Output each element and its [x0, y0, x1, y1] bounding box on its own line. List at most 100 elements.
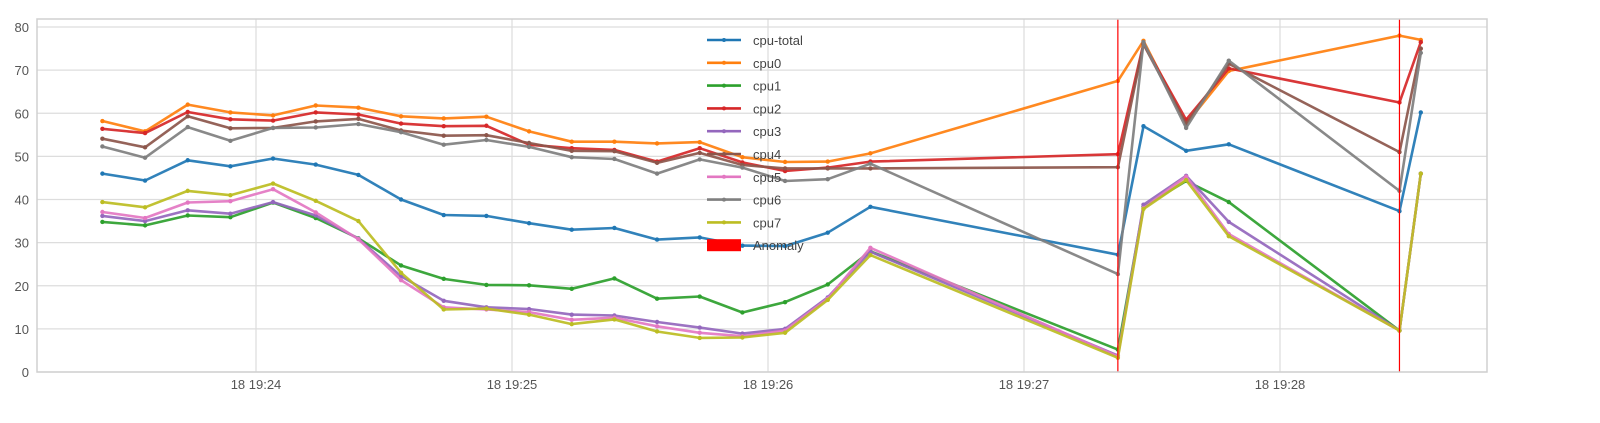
data-point — [228, 117, 233, 122]
data-point — [825, 166, 830, 171]
data-point — [654, 160, 660, 166]
data-point — [868, 252, 873, 258]
legend-item-cpu6: cpu6 — [707, 193, 781, 208]
data-point — [441, 298, 446, 304]
legend-marker — [722, 152, 726, 156]
data-point — [441, 276, 446, 282]
data-point — [398, 114, 404, 119]
data-point — [142, 223, 148, 228]
data-point — [1418, 50, 1424, 56]
legend-label: cpu7 — [753, 215, 781, 230]
data-point — [398, 130, 404, 135]
data-point — [484, 123, 489, 128]
data-point — [654, 324, 660, 329]
legend-marker — [722, 197, 726, 202]
data-point — [569, 321, 574, 327]
data-point — [100, 209, 105, 215]
data-point — [270, 186, 276, 192]
data-point — [228, 211, 233, 216]
data-point — [142, 205, 148, 210]
data-point — [228, 192, 233, 198]
data-point — [185, 208, 190, 213]
data-point — [356, 121, 361, 127]
legend-label: cpu5 — [753, 170, 781, 185]
legend-item-cpu5: cpu5 — [707, 170, 781, 185]
data-point — [782, 299, 788, 305]
data-point — [526, 283, 532, 288]
y-tick-label: 50 — [15, 149, 29, 164]
data-point — [100, 199, 105, 205]
data-point — [526, 221, 532, 226]
legend-marker — [722, 106, 726, 111]
grid-lines — [37, 19, 1487, 373]
data-point — [526, 144, 532, 150]
data-point — [484, 306, 489, 311]
data-point — [612, 317, 617, 322]
data-point — [782, 243, 788, 249]
data-point — [142, 215, 148, 221]
y-tick-label: 80 — [15, 20, 29, 35]
data-point — [1183, 148, 1189, 153]
legend-item-cpu2: cpu2 — [707, 101, 781, 116]
data-point — [228, 126, 233, 131]
legend-label: cpu0 — [753, 56, 781, 71]
data-point — [356, 116, 361, 122]
data-point — [654, 171, 660, 176]
data-point — [313, 103, 318, 108]
data-point — [1418, 110, 1424, 115]
data-point — [1183, 177, 1189, 183]
data-point — [100, 144, 105, 149]
legend: cpu-total cpu0 cpu1 cpu2 cpu3 cpu4 cpu5 cpu6 cpu… — [707, 33, 804, 253]
legend-item-anomaly: Anomaly — [707, 238, 804, 253]
legend-label: cpu2 — [753, 101, 781, 116]
data-point — [398, 270, 404, 276]
data-point — [1418, 46, 1424, 51]
data-point — [1141, 206, 1146, 212]
data-point — [526, 140, 532, 146]
data-point — [740, 165, 745, 170]
data-point — [569, 227, 574, 232]
data-point — [228, 138, 233, 144]
x-tick-label: 18 19:25 — [487, 377, 538, 392]
data-point — [142, 155, 148, 160]
data-point — [569, 286, 574, 291]
data-point — [185, 114, 190, 119]
data-point — [868, 151, 873, 156]
data-point — [782, 330, 788, 335]
data-point — [654, 329, 660, 334]
data-point — [270, 125, 276, 131]
data-point — [569, 312, 574, 317]
data-point — [1226, 233, 1232, 239]
data-point — [526, 312, 532, 317]
data-point — [697, 139, 702, 145]
data-point — [868, 245, 873, 250]
plot-area — [37, 19, 1487, 372]
x-tick-label: 18 19:24 — [231, 377, 282, 392]
data-point — [313, 162, 318, 167]
data-point — [740, 155, 745, 160]
data-point — [1183, 174, 1189, 179]
x-tick-label: 18 19:26 — [743, 377, 794, 392]
legend-label: Anomaly — [753, 238, 804, 253]
data-point — [1141, 39, 1146, 45]
data-point — [185, 158, 190, 163]
x-tick-label: 18 19:27 — [999, 377, 1050, 392]
data-point — [484, 133, 489, 138]
data-point — [782, 159, 788, 165]
data-point — [142, 218, 148, 224]
legend-marker — [722, 60, 726, 65]
data-point — [740, 310, 745, 315]
data-point — [569, 139, 574, 144]
data-point — [313, 198, 318, 203]
legend-marker — [722, 38, 726, 42]
data-point — [1183, 125, 1189, 131]
data-point — [825, 230, 830, 235]
data-point — [313, 125, 318, 130]
data-point — [142, 178, 148, 183]
legend-item-cpu4: cpu4 — [707, 147, 781, 162]
data-point — [228, 164, 233, 169]
data-point — [398, 121, 404, 126]
data-point — [484, 282, 489, 288]
data-point — [100, 171, 105, 176]
data-point — [569, 317, 574, 323]
